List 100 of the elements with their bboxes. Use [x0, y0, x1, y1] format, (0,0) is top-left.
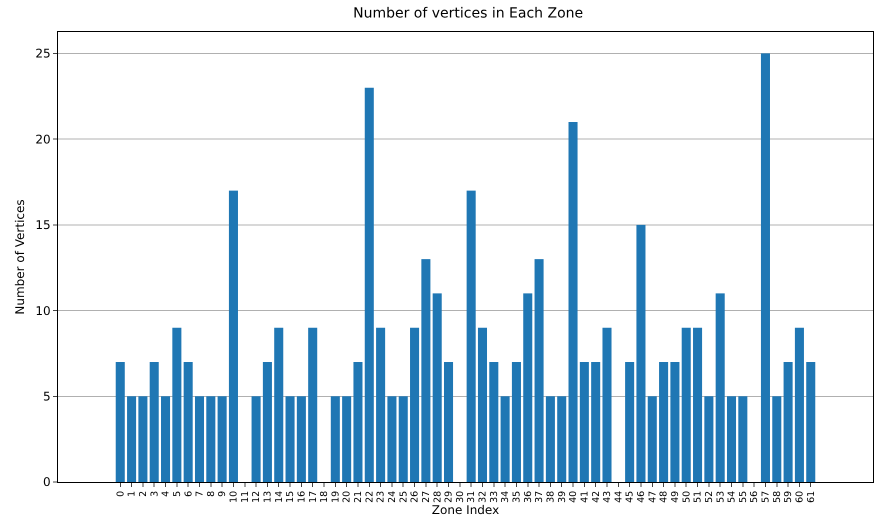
- x-tick-label: 8: [206, 490, 217, 497]
- y-tick-label: 25: [35, 46, 51, 61]
- x-tick-label: 33: [488, 490, 500, 503]
- bar: [648, 396, 657, 482]
- bar: [500, 396, 510, 482]
- y-tick-label: 20: [35, 132, 51, 146]
- x-tick-label: 15: [285, 490, 296, 503]
- bar: [580, 362, 589, 482]
- x-tick-label: 22: [364, 490, 376, 503]
- x-tick-label: 30: [454, 490, 466, 503]
- x-tick-label: 56: [749, 490, 760, 503]
- y-tick-label: 15: [35, 218, 51, 232]
- bar: [444, 362, 454, 482]
- x-tick-label: 60: [794, 490, 806, 503]
- x-tick-label: 0: [115, 490, 126, 497]
- bar: [557, 396, 566, 482]
- bar: [252, 396, 261, 482]
- bar: [772, 396, 782, 482]
- bar: [591, 362, 600, 482]
- x-tick-label: 21: [353, 490, 364, 503]
- x-tick-label: 12: [251, 490, 262, 503]
- bar: [206, 396, 216, 482]
- bar: [682, 328, 691, 482]
- x-tick-label: 6: [183, 490, 194, 497]
- x-tick-label: 9: [217, 490, 228, 497]
- y-axis-title: Number of Vertices: [13, 199, 27, 315]
- bar: [286, 396, 295, 482]
- x-tick-label: 42: [590, 490, 602, 503]
- bar: [704, 396, 714, 482]
- bar: [670, 362, 680, 482]
- x-tick-label: 24: [387, 490, 398, 503]
- bar: [376, 328, 386, 482]
- x-tick-label: 36: [522, 490, 534, 503]
- bar: [489, 362, 498, 482]
- x-tick-label: 39: [556, 490, 568, 503]
- x-axis-title: Zone Index: [432, 502, 500, 517]
- x-tick-label: 49: [670, 490, 681, 503]
- x-tick-label: 7: [194, 490, 206, 497]
- bar: [716, 293, 725, 482]
- x-tick-label: 61: [806, 490, 817, 503]
- bar: [398, 396, 408, 482]
- x-tick-label: 17: [308, 490, 319, 503]
- x-tick-label: 46: [636, 490, 648, 503]
- x-tick-label: 27: [420, 490, 432, 503]
- x-tick-label: 2: [138, 490, 149, 497]
- x-tick-label: 43: [602, 490, 614, 503]
- bar: [161, 396, 170, 482]
- x-tick-label: 19: [330, 490, 342, 503]
- x-tick-label: 14: [274, 490, 285, 503]
- bar: [512, 362, 521, 482]
- bar: [546, 396, 555, 482]
- x-tick-label: 41: [579, 490, 590, 503]
- bar: [806, 362, 816, 482]
- chart-title: Number of vertices in Each Zone: [353, 6, 584, 22]
- x-tick-label: 5: [172, 490, 183, 497]
- x-tick-label: 52: [704, 490, 715, 503]
- x-tick-label: 50: [681, 490, 692, 503]
- x-tick-label: 40: [568, 490, 580, 503]
- bar: [421, 259, 430, 482]
- x-tick-label: 38: [545, 490, 556, 503]
- bar: [636, 224, 646, 482]
- x-tick-label: 53: [715, 490, 726, 503]
- x-tick-label: 58: [772, 490, 783, 503]
- bar: [693, 328, 702, 482]
- bar: [364, 88, 374, 482]
- x-tick-label: 48: [658, 490, 670, 503]
- bar: [274, 328, 284, 482]
- bar: [172, 328, 182, 482]
- bar: [228, 190, 238, 482]
- x-tick-label: 16: [296, 490, 308, 503]
- x-tick-label: 13: [262, 490, 274, 503]
- bar: [478, 328, 488, 482]
- bar: [262, 362, 272, 482]
- x-tick-label: 11: [240, 490, 251, 503]
- bar: [116, 362, 125, 482]
- bar: [466, 190, 476, 482]
- x-tick-label: 18: [319, 490, 330, 503]
- bar: [760, 53, 770, 482]
- x-tick-label: 28: [432, 490, 444, 503]
- x-tick-label: 35: [512, 490, 523, 503]
- x-tick-label: 51: [692, 490, 704, 503]
- bar: [534, 259, 544, 482]
- x-tick-label: 3: [149, 490, 160, 497]
- x-tick-label: 23: [376, 490, 387, 503]
- x-tick-label: 25: [398, 490, 410, 503]
- x-tick-label: 37: [534, 490, 546, 503]
- bar: [138, 396, 148, 482]
- bar: [726, 396, 736, 482]
- bar: [353, 362, 362, 482]
- bar: [308, 328, 318, 482]
- x-tick-label: 34: [500, 490, 512, 503]
- bar: [296, 396, 306, 482]
- x-tick-label: 10: [228, 490, 240, 503]
- bar: [784, 362, 793, 482]
- bar: [523, 293, 532, 482]
- y-tick-label: 5: [42, 389, 51, 404]
- x-tick-label: 26: [410, 490, 421, 503]
- x-tick-label: 44: [613, 490, 624, 503]
- bar: [410, 328, 420, 482]
- x-tick-label: 29: [444, 490, 455, 503]
